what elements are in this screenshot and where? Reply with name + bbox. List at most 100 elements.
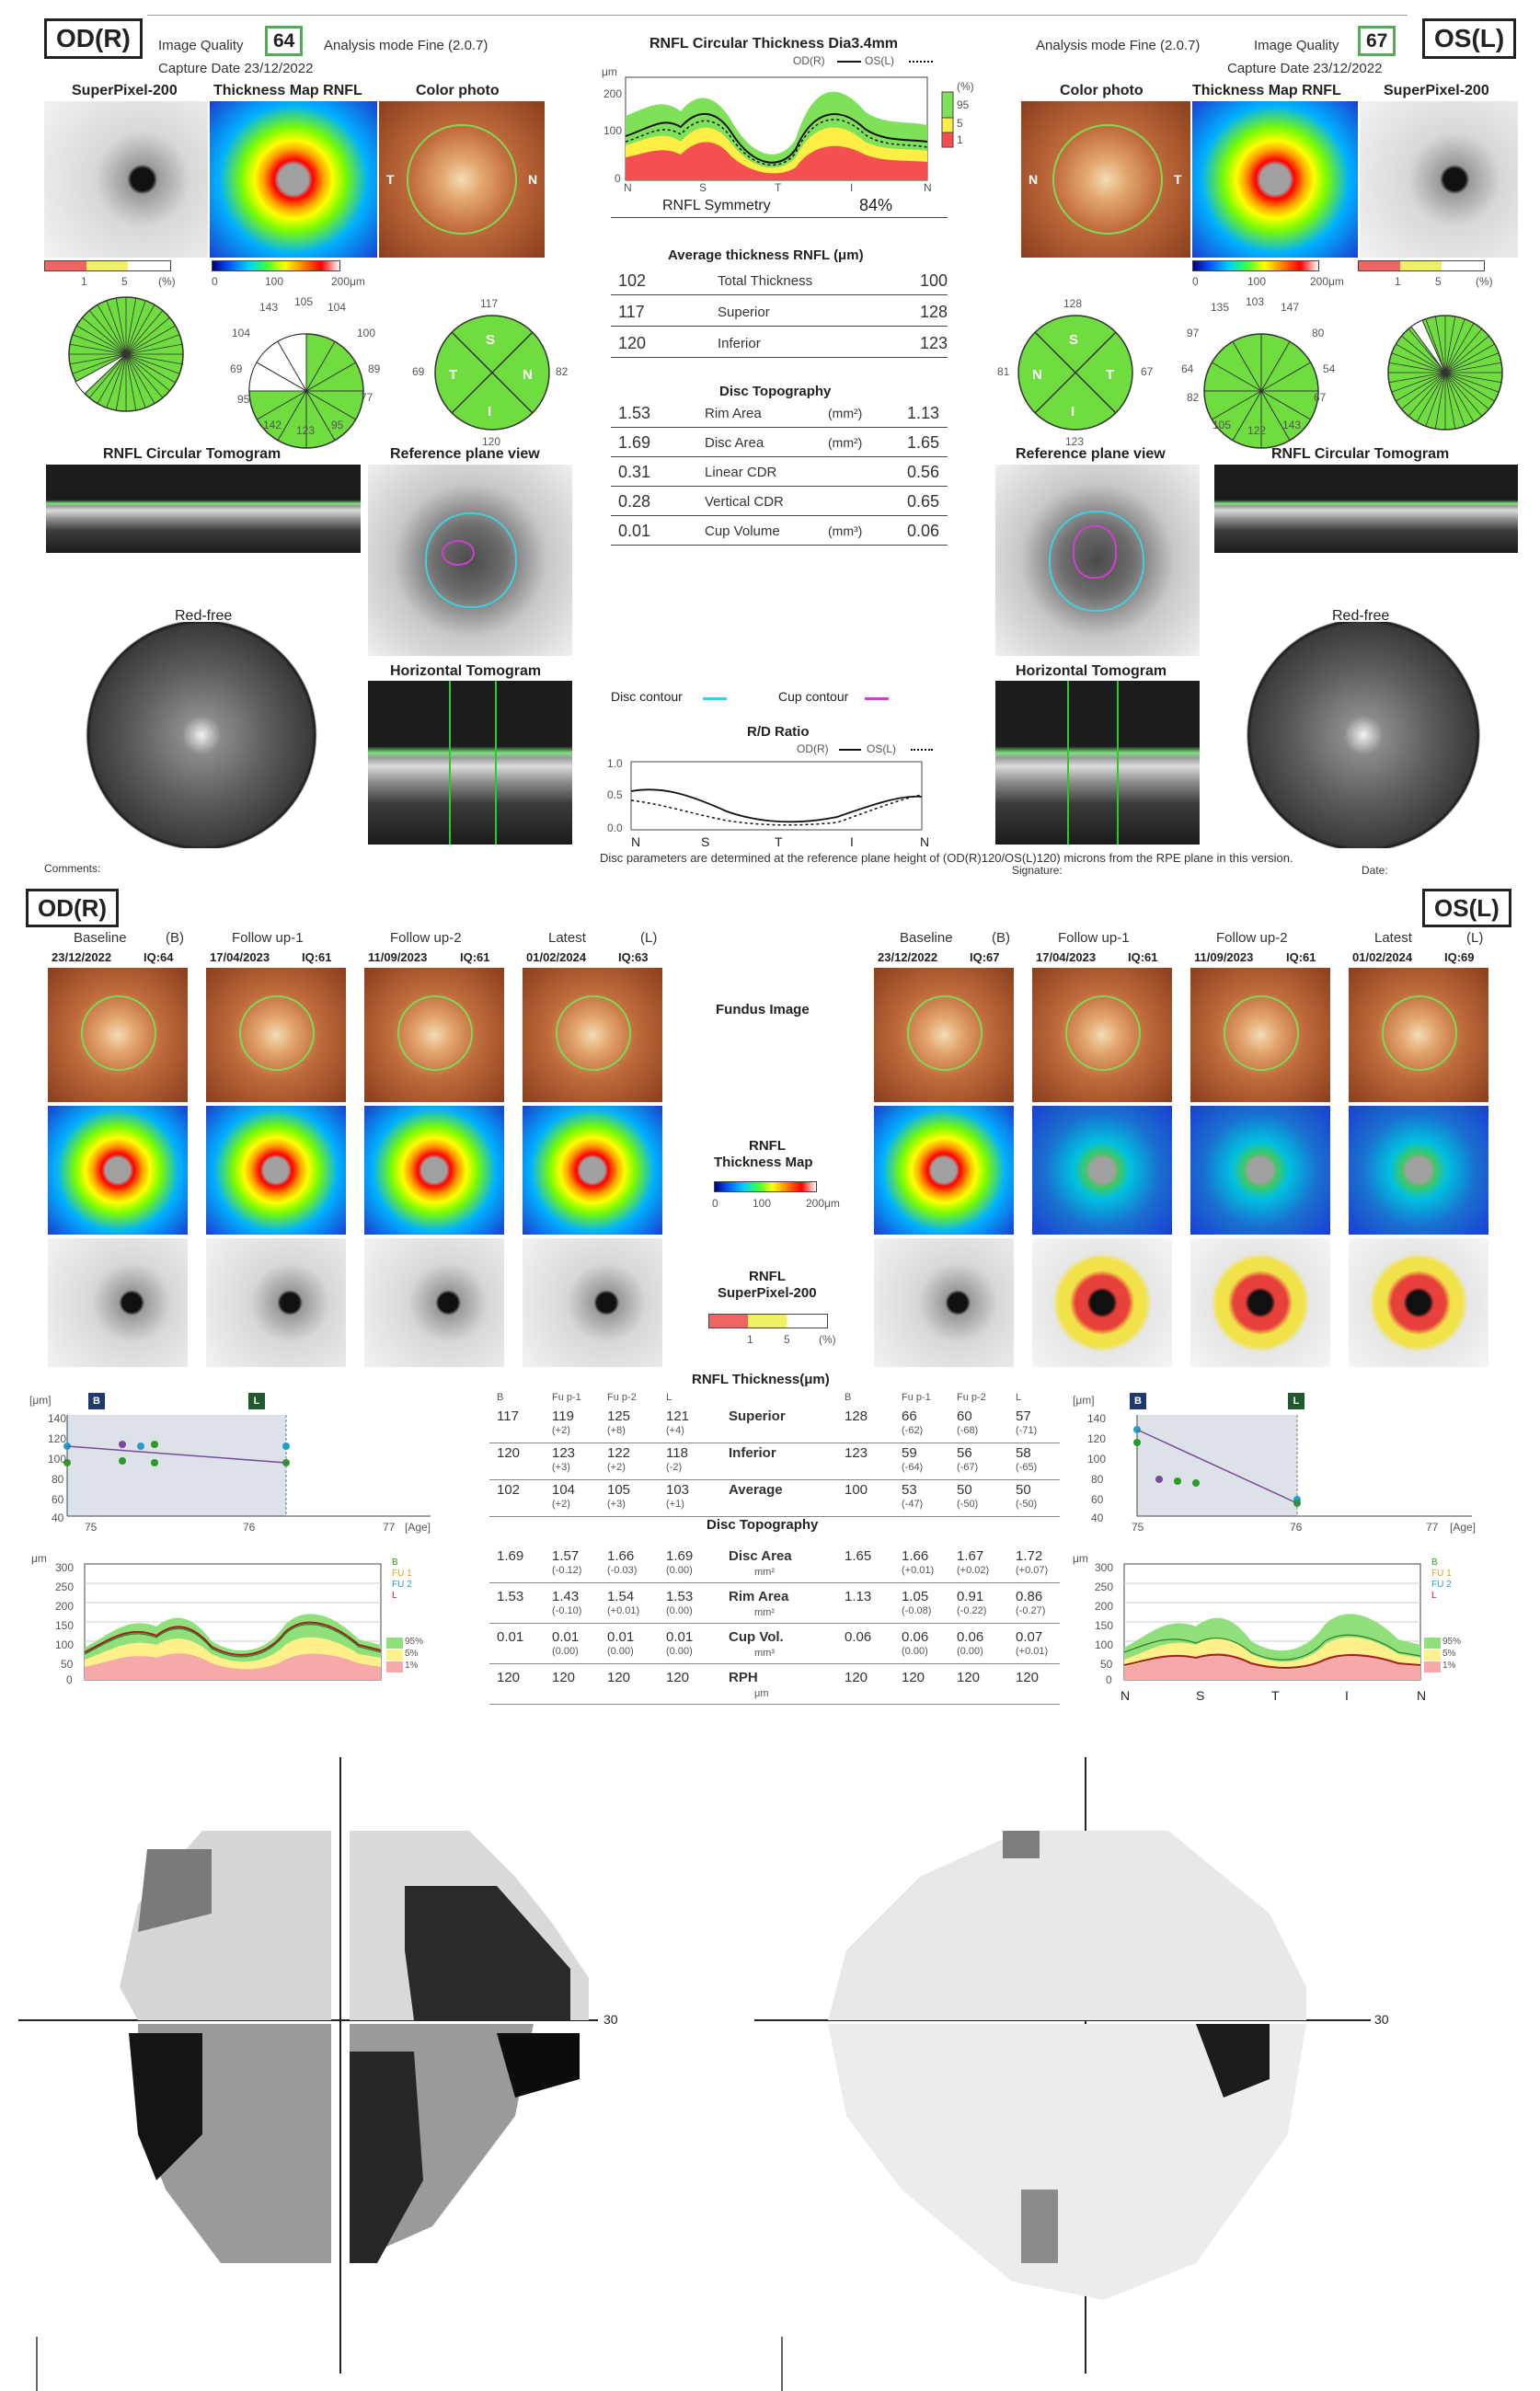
os-col-date: 11/09/2023 (1194, 950, 1254, 964)
rd-ratio-title: R/D Ratio (747, 724, 810, 740)
od-band-label: 95% (405, 1637, 424, 1647)
fu-od-value: 118 (666, 1445, 688, 1461)
fu-od-value: 121 (666, 1408, 690, 1424)
od-prof-y-250: 250 (55, 1581, 75, 1593)
od-trend-y-140: 140 (48, 1412, 67, 1425)
avg-od-value: 120 (618, 334, 647, 352)
disc-od-value: 0.31 (618, 463, 651, 481)
od-col-tag: (L) (640, 930, 658, 946)
rd-legend-od: OD(R) (797, 742, 829, 755)
fu-row-unit: mm² (754, 1567, 775, 1578)
od-eye-label: OD(R) (44, 18, 143, 59)
fu-os-delta: (-67) (957, 1462, 979, 1473)
os-col-date: 17/04/2023 (1036, 950, 1097, 964)
fu-sp-label-1: RNFL (749, 1269, 786, 1284)
fu-od-value: 120 (497, 1670, 521, 1685)
os-prof-y-200: 200 (1095, 1600, 1114, 1613)
fu-row-label: Rim Area (729, 1589, 789, 1604)
os-trend-x-75: 75 (1132, 1521, 1144, 1534)
os-band-label: 5% (1442, 1649, 1456, 1659)
od-superpixel-image (206, 1238, 346, 1367)
os-quad-I: I (1071, 404, 1075, 420)
avg-od-value: 102 (618, 271, 647, 290)
os-red-free-image (1244, 622, 1483, 848)
fu-os-value: 50 (1016, 1482, 1031, 1498)
sector-divider (106, 300, 127, 355)
rd-legend-os: OS(L) (867, 742, 897, 755)
fu-od-delta: (0.00) (607, 1646, 634, 1657)
od-legend-item: L (392, 1591, 397, 1601)
disc-row-unit: (mm²) (828, 406, 863, 420)
os-quad-left: 81 (997, 365, 1010, 378)
fu-os-delta: (-71) (1016, 1425, 1038, 1436)
disc-row-label: Disc Area (705, 435, 764, 451)
od-tm-scale-200: 200μm (331, 275, 365, 288)
od-trend-chart (63, 1415, 431, 1517)
od-superpixel-image (44, 101, 208, 258)
od-trend-y-60: 60 (52, 1493, 64, 1506)
disc-od-value: 1.69 (618, 433, 651, 452)
os-fundus-image (1190, 968, 1330, 1102)
os-col-name: Latest (1374, 930, 1412, 946)
trend-line (1136, 1429, 1298, 1504)
os-capture: Capture Date 23/12/2022 (1227, 61, 1383, 76)
od-red-free-image (85, 622, 318, 848)
fu-fundus-label: Fundus Image (716, 1002, 810, 1017)
os-superpixel-image (1032, 1238, 1172, 1367)
sector-divider (125, 297, 137, 355)
fu-os-value: 100 (845, 1482, 868, 1498)
od-quad-right: 82 (556, 365, 569, 378)
fu-od-value: 120 (666, 1670, 690, 1685)
os-red-free-title: Red-free (1332, 608, 1390, 624)
od-tm-scale-100: 100 (265, 275, 284, 288)
od-quadrant-chart (434, 315, 550, 431)
disc-os-value: 0.06 (907, 522, 940, 540)
od-col-iq: IQ:61 (460, 950, 490, 964)
circ-xtick-N2: N (924, 181, 932, 194)
sector-divider (125, 334, 180, 355)
circ-band-1: 1 (957, 133, 963, 146)
sector-divider (125, 325, 176, 355)
od-superpixel-scale (44, 260, 171, 271)
os-profile-unit: μm (1073, 1552, 1088, 1565)
fu-os-value: 0.06 (845, 1629, 872, 1645)
sector-divider (1401, 335, 1446, 374)
od-thickmap-title: Thickness Map RNFL (213, 83, 362, 98)
od-superpixel-image (48, 1238, 188, 1367)
od-quad-N: N (523, 367, 533, 383)
fu-od-delta: (+2) (552, 1425, 570, 1436)
os-color-title: Color photo (1060, 83, 1144, 98)
avg-row-rule (611, 357, 948, 358)
os-clock-5: 64 (1181, 362, 1194, 375)
fu-od-delta: (-0.10) (552, 1605, 582, 1616)
os-circular-tomogram (1214, 465, 1518, 553)
trend-point (282, 1443, 290, 1450)
od-trend-y-40: 40 (52, 1512, 64, 1524)
sector-divider (125, 305, 155, 355)
optic-disc-ring (81, 995, 156, 1071)
os-legend-item: L (1431, 1591, 1437, 1601)
sector-divider (305, 362, 356, 392)
disc-row-rule (611, 545, 948, 546)
fu-row-label: Inferior (729, 1445, 776, 1461)
od-capture: Capture Date 23/12/2022 (158, 61, 314, 76)
os-clock-6: 54 (1323, 362, 1336, 375)
fu-os-delta: (-68) (957, 1425, 979, 1436)
os-trend-age: [Age] (1450, 1521, 1477, 1534)
fu-od-value: 120 (552, 1670, 576, 1685)
optic-disc-ring (1224, 995, 1299, 1071)
os-quad-bottom: 123 (1065, 435, 1085, 448)
avg-os-value: 123 (920, 334, 948, 352)
fu-os-value: 1.05 (902, 1589, 929, 1604)
fu-os-value: 120 (957, 1670, 981, 1685)
sector-divider (97, 305, 127, 355)
os-prof-y-0: 0 (1106, 1673, 1112, 1686)
sector-divider (1444, 335, 1489, 374)
sector-divider (1444, 372, 1483, 417)
sector-divider (305, 390, 336, 441)
fu-sp-label-2: SuperPixel-200 (718, 1285, 817, 1301)
top-rule (147, 15, 1408, 16)
sector-divider (1212, 362, 1262, 392)
os-profile-xtick: N (1417, 1688, 1427, 1703)
sector-divider (1444, 372, 1502, 384)
